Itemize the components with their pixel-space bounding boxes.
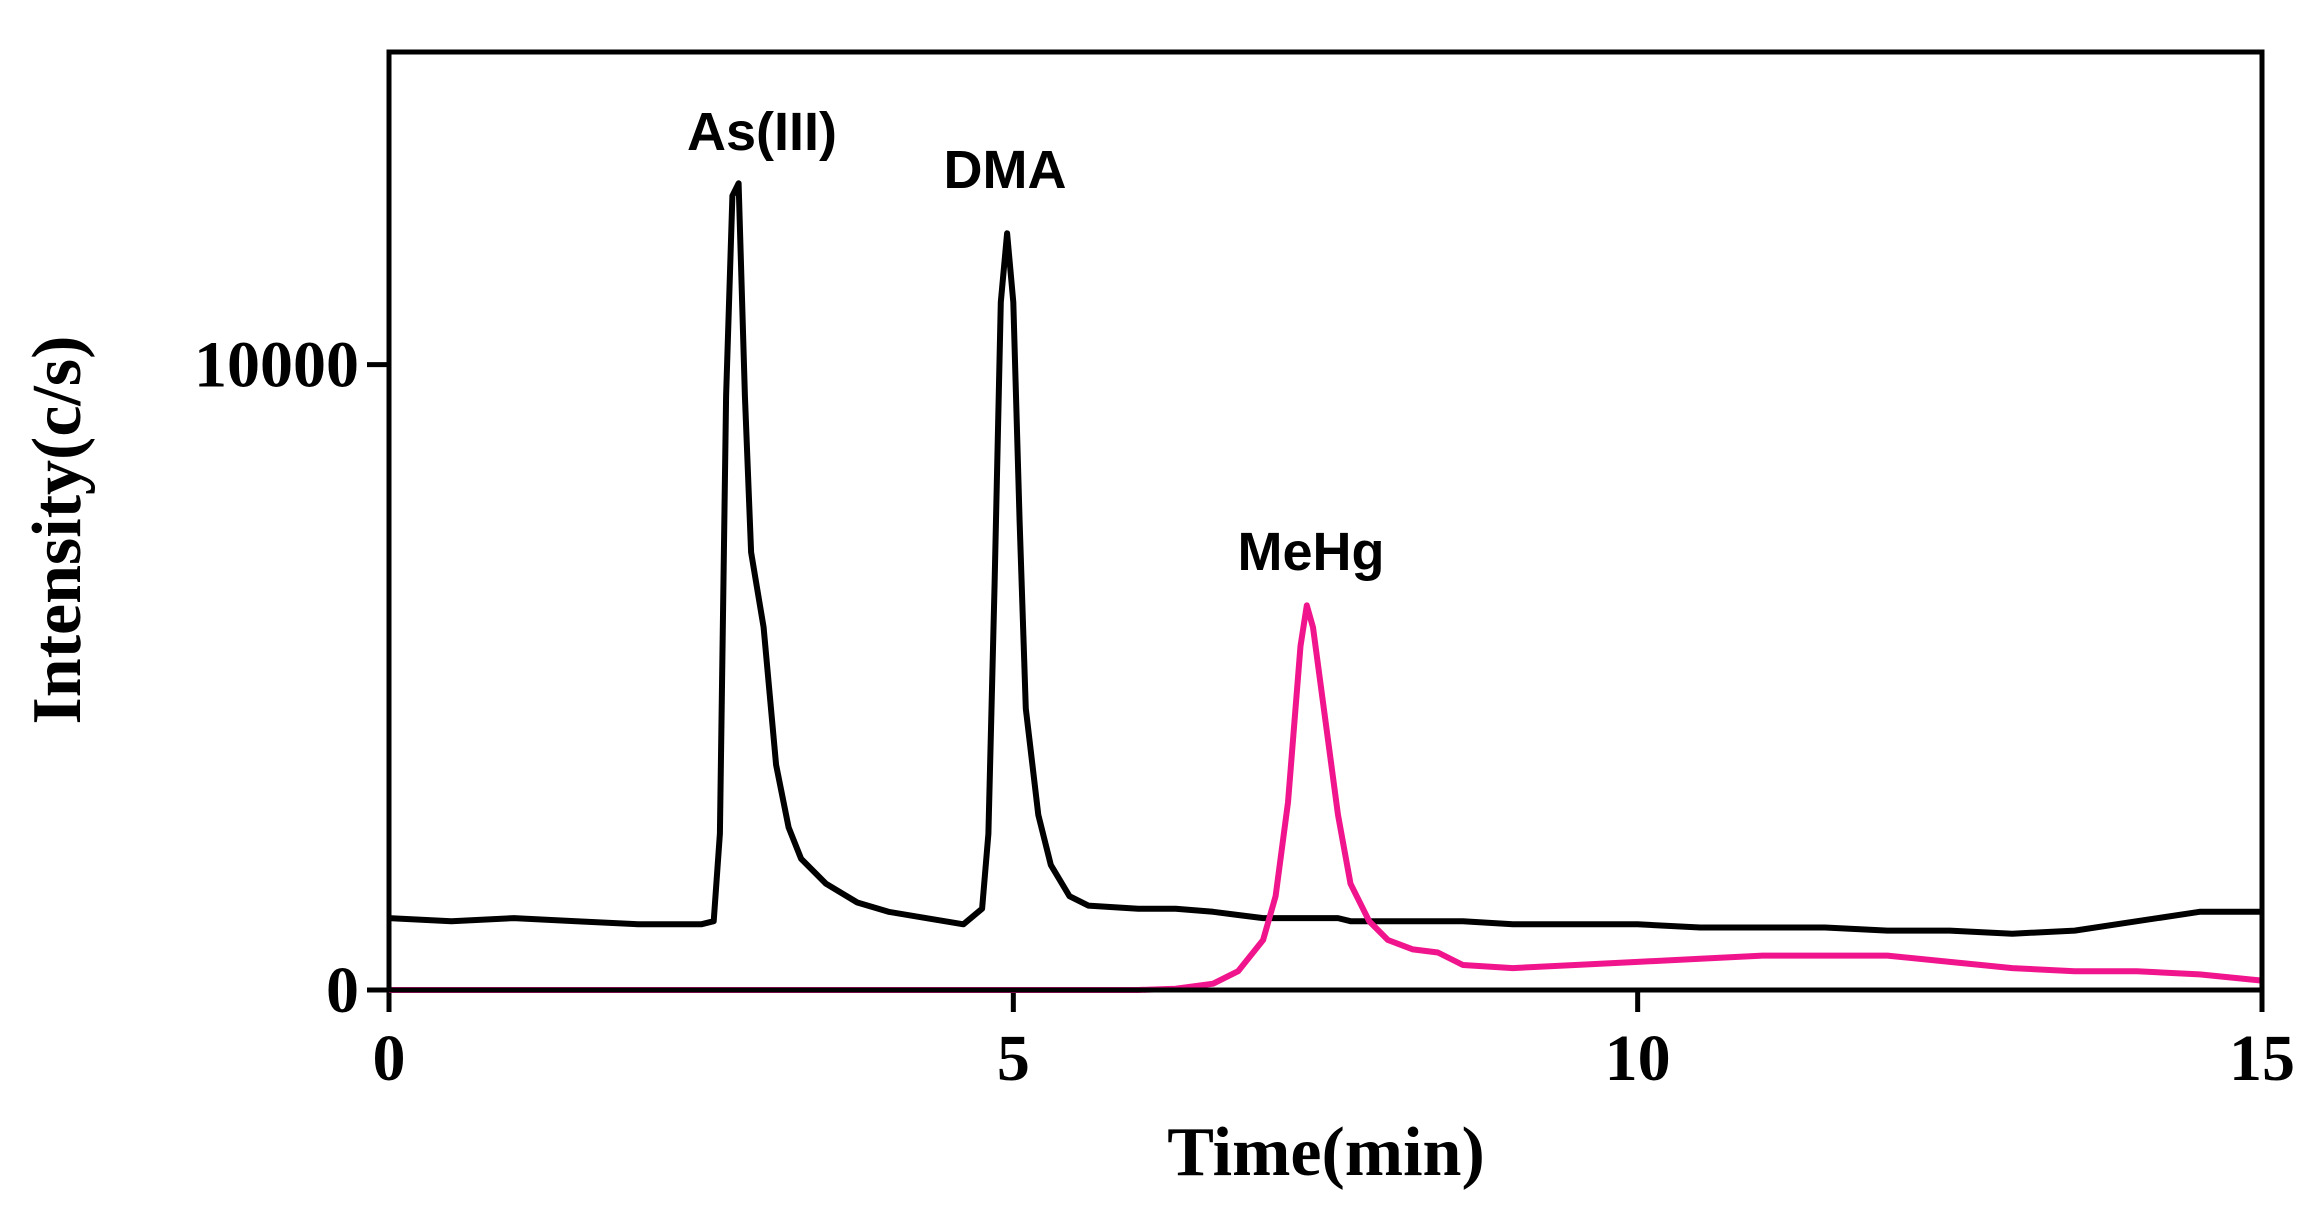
peak-annotation: As(III) (687, 102, 837, 162)
y-axis-label: Intensity(c/s) (19, 336, 96, 725)
series-line (388, 180, 2262, 937)
peak-annotation: DMA (944, 140, 1067, 200)
x-tick-label: 5 (997, 1022, 1030, 1095)
plot-frame (386, 49, 2265, 993)
x-axis-label: Time(min) (1167, 1114, 1485, 1191)
y-tick-label: 10000 (194, 329, 359, 402)
x-tick-label: 15 (2229, 1022, 2295, 1095)
x-tick-label: 10 (1605, 1022, 1671, 1095)
peak-annotation: MeHg (1238, 522, 1385, 582)
y-tick-label: 0 (326, 954, 359, 1027)
x-tick-label: 0 (373, 1022, 406, 1095)
